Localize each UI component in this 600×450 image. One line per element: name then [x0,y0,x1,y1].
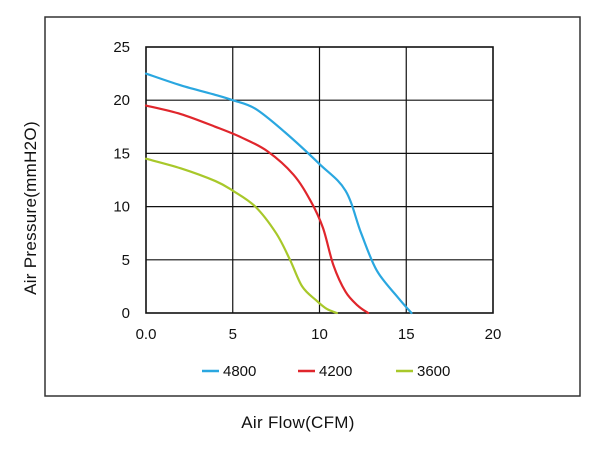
y-tick-label: 20 [113,92,130,109]
outer-frame [44,16,581,397]
x-axis-title: Air Flow(CFM) [241,413,354,432]
x-tick-label: 10 [311,326,328,343]
x-tick-label: 20 [485,326,502,343]
y-tick-label: 0 [122,305,130,322]
legend-label-4800: 4800 [223,363,256,380]
x-tick-label: 0.0 [136,326,157,343]
plot-area-border [145,46,494,314]
y-tick-label: 15 [113,145,130,162]
legend: 4800 4200 3600 [202,363,450,380]
series-line-3600 [144,157,338,315]
grid-lines [146,47,493,313]
series-line-4800 [144,72,413,315]
x-tick-label: 15 [398,326,415,343]
x-tick-label: 5 [229,326,237,343]
tick-labels: 0.0 5 10 15 20 0 5 10 15 20 25 [113,39,501,343]
legend-label-3600: 3600 [417,363,450,380]
y-tick-label: 10 [113,199,130,216]
y-tick-label: 25 [113,39,130,56]
y-tick-label: 5 [122,252,130,269]
legend-label-4200: 4200 [319,363,352,380]
series-line-4200 [144,104,370,315]
series-lines [144,72,413,315]
y-axis-title: Air Pressure(mmH2O) [21,121,40,295]
